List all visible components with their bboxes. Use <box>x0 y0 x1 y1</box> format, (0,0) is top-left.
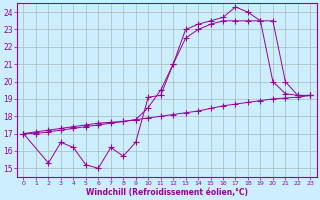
X-axis label: Windchill (Refroidissement éolien,°C): Windchill (Refroidissement éolien,°C) <box>86 188 248 197</box>
